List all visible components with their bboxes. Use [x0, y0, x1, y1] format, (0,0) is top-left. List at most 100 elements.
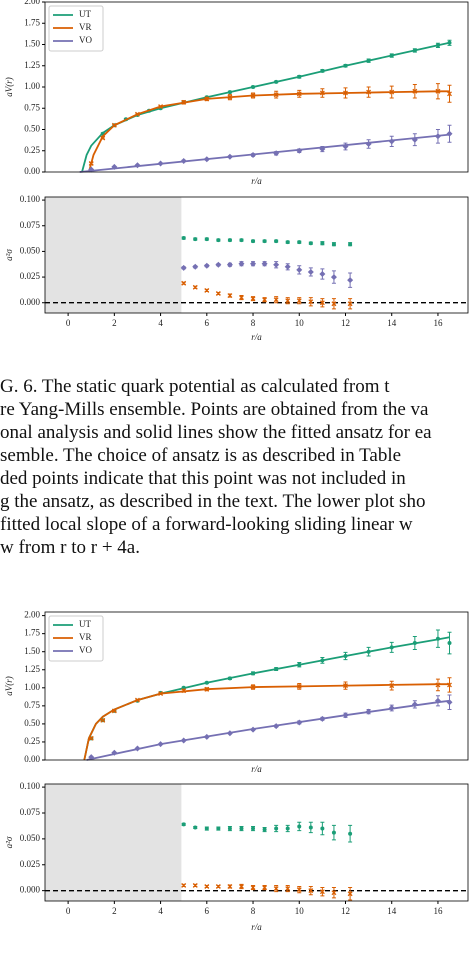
point [157, 160, 164, 167]
point [273, 297, 279, 303]
y-tick-label: 0.075 [20, 807, 41, 817]
plot-frame [44, 783, 469, 902]
fit-line [88, 90, 450, 173]
point [180, 737, 187, 744]
point [193, 237, 198, 242]
point [181, 883, 187, 888]
point [250, 93, 256, 98]
point [239, 295, 244, 301]
point [204, 287, 210, 293]
point [134, 745, 141, 752]
point [285, 886, 291, 892]
caption-line: semble. The choice of ansatz is as descr… [0, 445, 401, 466]
fit-line [79, 133, 450, 173]
plot-frame [44, 611, 469, 761]
legend-box [48, 5, 104, 52]
point [411, 701, 418, 708]
point [111, 122, 117, 128]
point [181, 822, 186, 827]
point [250, 885, 256, 890]
x-axis-label: r/a [251, 176, 262, 186]
point [296, 298, 302, 304]
point [412, 88, 418, 94]
y-tick-label: 1.25 [24, 60, 40, 70]
point [347, 301, 353, 307]
point [307, 268, 314, 275]
x-tick-label: 2 [112, 318, 117, 328]
point [296, 719, 303, 726]
point [216, 238, 221, 243]
point [331, 830, 336, 835]
point [365, 708, 372, 715]
x-tick-label: 0 [66, 906, 71, 916]
point [319, 300, 325, 306]
caption-line: G. 6. The static quark potential as calc… [0, 376, 390, 397]
legend-box [48, 615, 104, 662]
x-tick-label: 14 [387, 906, 397, 916]
point [297, 240, 302, 245]
point [331, 890, 337, 896]
point [180, 264, 187, 271]
point [343, 90, 348, 96]
point [274, 239, 279, 244]
point [226, 730, 233, 737]
point [134, 697, 140, 703]
point [262, 827, 267, 832]
point [181, 688, 187, 694]
y-axis-label: aV(r) [4, 77, 14, 97]
point [435, 682, 441, 688]
point [203, 156, 210, 163]
legend-label: VR [79, 22, 92, 32]
point [204, 686, 210, 692]
point [262, 885, 268, 890]
point [435, 636, 440, 641]
point [111, 749, 118, 756]
point [111, 708, 117, 714]
point [308, 825, 313, 830]
point [296, 683, 302, 689]
y-tick-label: 1.00 [24, 682, 40, 692]
y-tick-label: 0.50 [24, 718, 40, 728]
caption-line: re Yang-Mills ensemble. Points are obtai… [0, 399, 429, 420]
point [204, 826, 209, 831]
point [285, 240, 290, 245]
point [238, 260, 245, 267]
y-tick-label: 1.50 [24, 39, 40, 49]
point [204, 96, 210, 102]
x-tick-label: 10 [295, 906, 305, 916]
x-tick-label: 0 [66, 318, 71, 328]
x-axis-label: r/a [251, 764, 262, 774]
caption-line: onal analysis and solid lines show the f… [0, 422, 432, 443]
excluded-region [45, 784, 182, 901]
y-tick-label: 0.025 [20, 859, 41, 869]
legend-label: VR [79, 632, 92, 642]
point [319, 270, 326, 277]
point [366, 89, 372, 95]
x-tick-label: 4 [158, 318, 163, 328]
point [388, 138, 395, 145]
y-axis-label: a²σ [4, 249, 14, 261]
point [192, 263, 199, 270]
caption-line: g the ansatz, as described in the text. … [0, 491, 425, 512]
plot-frame [44, 1, 469, 173]
point [435, 43, 440, 48]
point [447, 91, 452, 97]
point [366, 649, 371, 654]
y-tick-label: 0.25 [24, 736, 40, 746]
point [284, 263, 291, 270]
y-axis-label: a²σ [4, 836, 14, 848]
point [181, 236, 186, 241]
point [319, 90, 325, 96]
x-tick-label: 10 [295, 318, 305, 328]
point [262, 239, 267, 244]
point [446, 699, 453, 706]
point [134, 162, 141, 169]
point [320, 241, 325, 246]
point [251, 826, 256, 831]
point [262, 297, 268, 303]
point [331, 242, 336, 247]
point [308, 888, 314, 894]
x-tick-label: 6 [205, 318, 210, 328]
point [342, 143, 349, 150]
